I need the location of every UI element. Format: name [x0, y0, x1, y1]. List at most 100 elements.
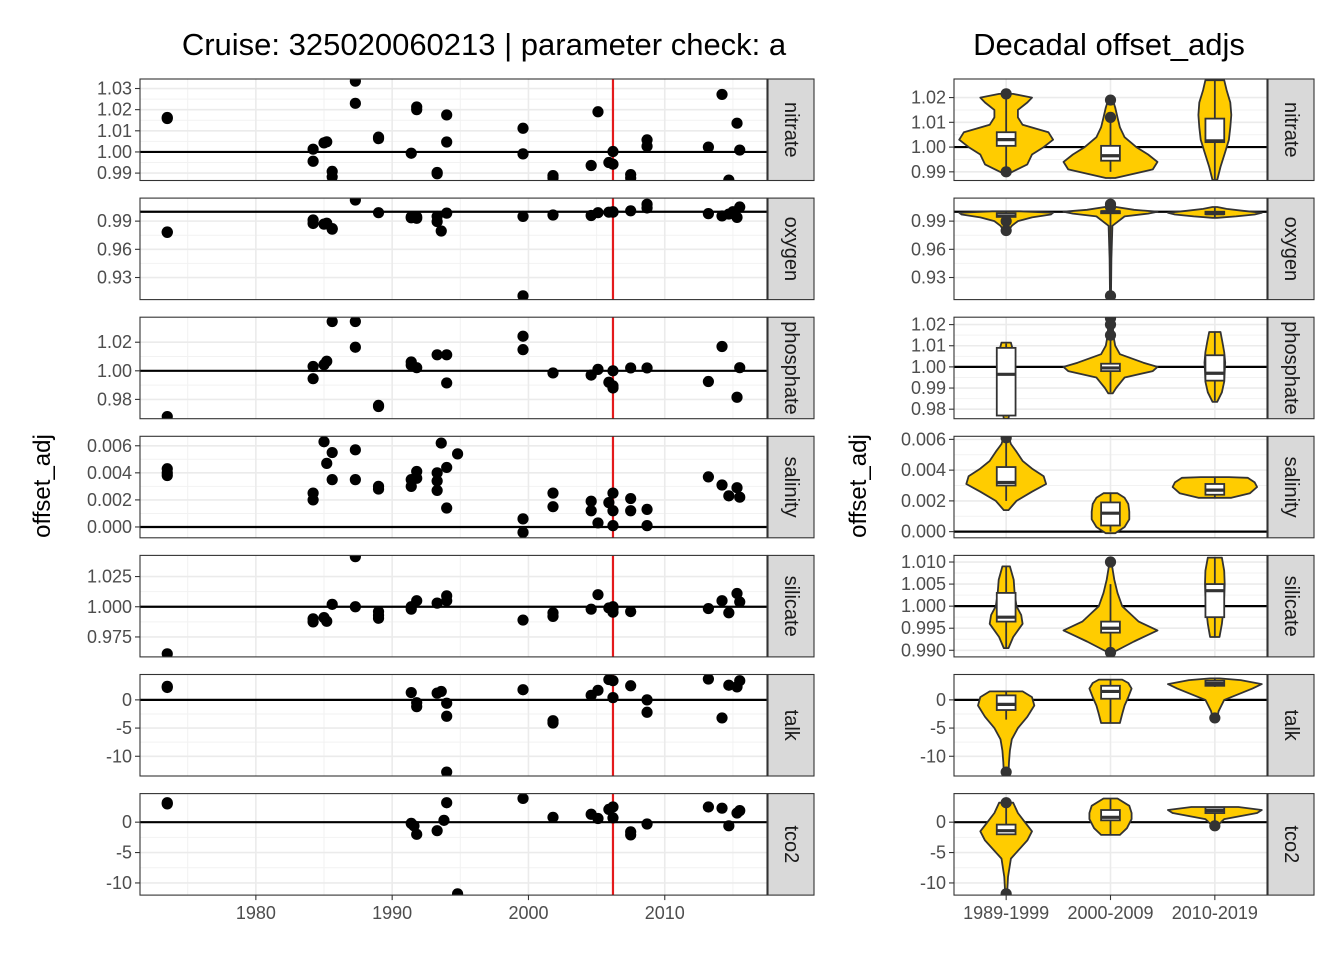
y-tick-label: 1.000 [87, 597, 132, 617]
data-point-salinity [625, 492, 637, 505]
data-point-salinity [349, 444, 361, 456]
data-point-oxygen [517, 210, 529, 223]
data-point-oxygen [734, 201, 746, 213]
x-tick-label: 1990 [372, 903, 412, 923]
data-point-salinity [441, 502, 453, 514]
boxplot-outlier [1104, 646, 1117, 657]
data-point-oxygen [411, 212, 423, 224]
strip-salinity-background [767, 435, 815, 539]
y-tick-label: -10 [106, 873, 132, 893]
data-point-nitrate [405, 147, 417, 159]
scatter-panel-border [139, 554, 768, 658]
y-tick-label: 0.004 [901, 460, 946, 480]
violin-data-silicate [954, 556, 1267, 657]
data-point-tco2 [547, 811, 559, 823]
x-tick-label: 2010-2019 [1172, 903, 1258, 923]
data-point-salinity [641, 503, 653, 515]
data-point-nitrate [641, 140, 653, 152]
data-point-silicate [161, 648, 173, 657]
data-point-talk [641, 694, 653, 706]
data-point-phosphate [734, 362, 746, 374]
y-tick-label: 1.025 [87, 567, 132, 587]
data-point-silicate [585, 603, 597, 615]
data-point-tco2 [607, 812, 619, 824]
scatter-data-salinity [140, 436, 767, 538]
data-point-oxygen [731, 211, 743, 223]
data-point-tco2 [517, 793, 529, 805]
data-point-talk [547, 717, 559, 729]
x-tick-label: 2000-2009 [1067, 903, 1153, 923]
data-point-oxygen [441, 207, 453, 219]
y-tick-label: -10 [920, 873, 946, 893]
data-point-oxygen [431, 215, 443, 228]
data-point-salinity [547, 501, 559, 513]
data-point-nitrate [734, 144, 746, 156]
data-point-tco2 [702, 801, 714, 813]
data-point-silicate [734, 596, 746, 608]
data-point-salinity [451, 448, 464, 460]
y-tick-label: 1.02 [911, 88, 946, 108]
y-tick-label: 1.02 [97, 332, 132, 352]
y-tick-label: 0.99 [911, 378, 946, 398]
data-point-phosphate [326, 317, 338, 328]
strip-nitrate-background [767, 78, 815, 182]
y-tick-label: 0.96 [97, 239, 132, 259]
data-point-silicate [307, 616, 319, 628]
data-point-phosphate [716, 340, 728, 353]
data-point-salinity [731, 482, 743, 494]
violin-panel-border [953, 316, 1268, 420]
y-tick-label: -5 [116, 718, 132, 738]
y-tick-label: -5 [930, 718, 946, 738]
violin-tco2-1989-1999 [979, 801, 1033, 895]
boxplot-outlier [1000, 166, 1012, 178]
y-tick-label: 0 [936, 690, 946, 710]
data-point-nitrate [326, 171, 338, 181]
x-tick-label: 1989-1999 [963, 903, 1049, 923]
boxplot-outlier [1000, 88, 1012, 100]
strip-talk-background [767, 673, 815, 777]
data-point-talk [441, 697, 453, 709]
y-tick-label: 0.93 [911, 268, 946, 288]
data-point-oxygen [607, 206, 619, 218]
strip-tco2-label: tco2 [1280, 825, 1302, 863]
y-tick-label: 0.000 [901, 522, 946, 542]
data-point-silicate [723, 607, 735, 619]
data-point-salinity [607, 487, 619, 499]
data-point-phosphate [607, 365, 619, 377]
data-point-talk [441, 766, 453, 776]
boxplot-outlier [1104, 319, 1117, 331]
y-tick-label: 1.02 [97, 100, 132, 120]
data-point-salinity [716, 479, 728, 491]
right-y-axis-title: offset_adj [845, 434, 872, 538]
data-point-oxygen [625, 205, 637, 217]
strip-oxygen-background [1267, 197, 1315, 301]
data-point-nitrate [431, 168, 443, 180]
y-tick-label: 0.98 [911, 399, 946, 419]
y-tick-label: 0.975 [87, 627, 132, 647]
data-point-phosphate [592, 363, 604, 375]
violin-panel-nitrate: 0.99 1.00 1.01 1.02 nitrate [911, 78, 1315, 182]
boxplot-box [1204, 117, 1226, 144]
data-point-nitrate [372, 131, 385, 143]
data-point-nitrate [517, 148, 529, 160]
strip-tco2-background [1267, 793, 1315, 896]
data-point-nitrate [625, 172, 637, 181]
y-tick-label: 0.99 [97, 163, 132, 183]
y-tick-label: 1.00 [97, 361, 132, 381]
data-point-talk [607, 675, 619, 687]
data-point-silicate [547, 610, 559, 623]
scatter-panel-background [140, 674, 767, 776]
strip-salinity-background [1267, 435, 1315, 539]
data-point-salinity [411, 472, 423, 484]
data-point-silicate [607, 602, 619, 615]
data-point-salinity [607, 520, 619, 532]
data-point-tco2 [451, 888, 464, 896]
data-point-salinity [321, 457, 333, 469]
strip-oxygen-label: oxygen [1280, 217, 1302, 282]
data-point-salinity [702, 471, 714, 483]
x-tick-label: 2010 [645, 903, 685, 923]
data-point-talk [517, 684, 529, 696]
y-tick-label: 1.000 [901, 596, 946, 616]
y-tick-label: -5 [930, 843, 946, 863]
